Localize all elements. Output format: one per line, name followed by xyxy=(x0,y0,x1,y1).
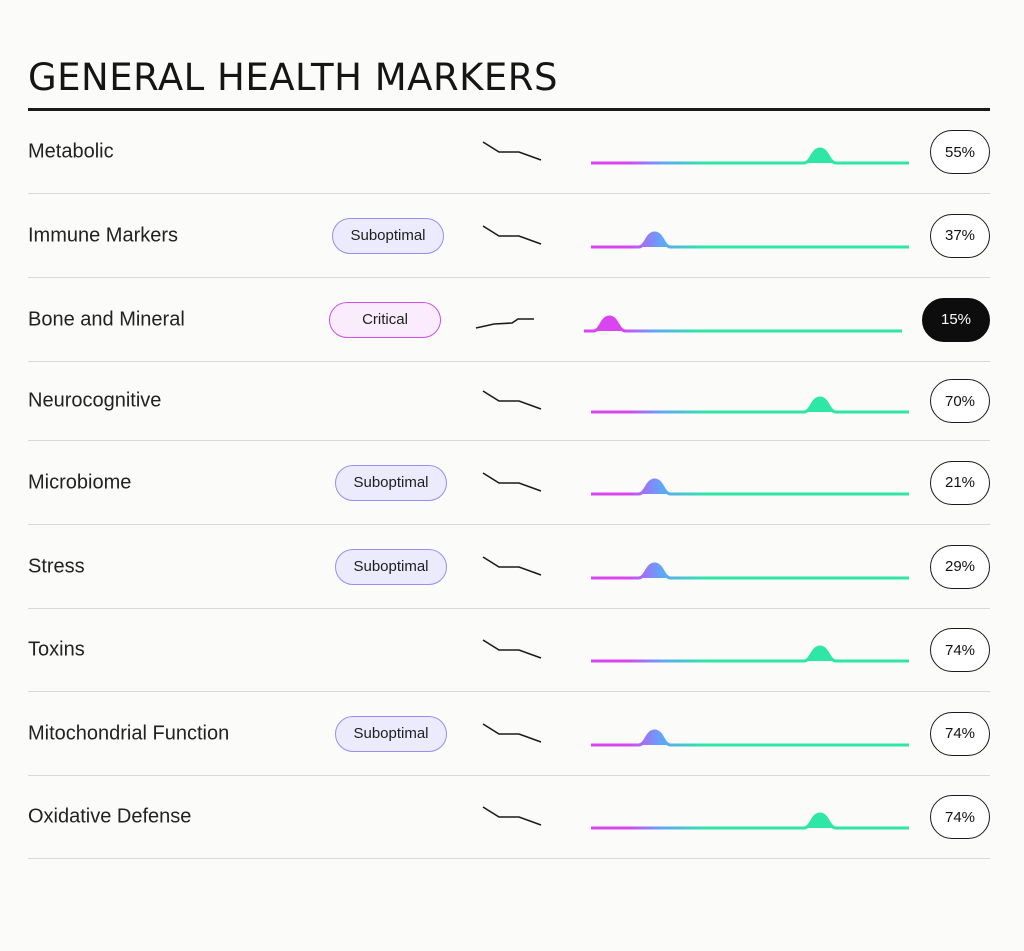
level-gauge xyxy=(591,812,909,830)
marker-row[interactable]: Microbiome Suboptimal 21% xyxy=(28,441,990,525)
marker-row[interactable]: Mitochondrial Function Suboptimal 74% xyxy=(28,692,990,776)
suboptimal-badge: Suboptimal xyxy=(332,217,444,254)
percentage-pill: 74% xyxy=(930,795,990,839)
trend-down-icon xyxy=(482,555,542,576)
percentage-pill: 37% xyxy=(930,213,990,258)
marker-label: Microbiome xyxy=(28,471,132,493)
trend-down-icon xyxy=(482,639,542,659)
trend-down-icon xyxy=(482,471,542,492)
marker-label: Oxidative Defense xyxy=(28,805,192,828)
level-gauge xyxy=(591,147,909,165)
percentage-pill: 70% xyxy=(930,379,990,423)
level-gauge xyxy=(591,645,909,663)
trend-down-icon xyxy=(482,806,542,826)
page-title: GENERAL HEALTH MARKERS xyxy=(28,56,558,99)
marker-label: Neurocognitive xyxy=(28,389,162,412)
marker-label: Immune Markers xyxy=(28,224,179,246)
marker-label: Bone and Mineral xyxy=(28,308,185,330)
level-gauge xyxy=(591,396,909,414)
critical-badge: Critical xyxy=(329,301,441,338)
percentage-pill: 29% xyxy=(930,544,990,589)
marker-label: Toxins xyxy=(28,638,85,661)
marker-row[interactable]: Neurocognitive 70% xyxy=(28,362,990,441)
suboptimal-badge: Suboptimal xyxy=(335,464,447,501)
percentage-pill: 21% xyxy=(930,460,990,505)
trend-down-icon xyxy=(482,722,542,743)
trend-down-icon xyxy=(482,224,542,245)
marker-label: Mitochondrial Function xyxy=(28,722,230,744)
marker-row[interactable]: Stress Suboptimal 29% xyxy=(28,525,990,609)
markers-list: Metabolic 55% Immune Markers Suboptimal 37% B… xyxy=(28,111,990,859)
level-gauge xyxy=(584,314,902,332)
trend-down-icon xyxy=(482,390,542,410)
marker-label: Stress xyxy=(28,555,85,577)
title-divider xyxy=(28,108,990,111)
trend-up-icon xyxy=(475,317,534,329)
marker-label: Metabolic xyxy=(28,140,114,163)
marker-row[interactable]: Toxins 74% xyxy=(28,609,990,692)
marker-row[interactable]: Oxidative Defense 74% xyxy=(28,776,990,859)
percentage-pill: 55% xyxy=(930,130,990,174)
percentage-pill: 74% xyxy=(930,711,990,756)
level-gauge xyxy=(591,561,909,579)
marker-row[interactable]: Metabolic 55% xyxy=(28,111,990,194)
marker-row[interactable]: Bone and Mineral Critical 15% xyxy=(28,278,990,362)
percentage-pill: 15% xyxy=(922,297,990,342)
trend-down-icon xyxy=(482,141,542,161)
level-gauge xyxy=(591,477,909,495)
suboptimal-badge: Suboptimal xyxy=(335,548,447,585)
level-gauge xyxy=(591,728,909,746)
percentage-pill: 74% xyxy=(930,628,990,672)
marker-row[interactable]: Immune Markers Suboptimal 37% xyxy=(28,194,990,278)
level-gauge xyxy=(591,230,909,248)
suboptimal-badge: Suboptimal xyxy=(335,715,447,752)
